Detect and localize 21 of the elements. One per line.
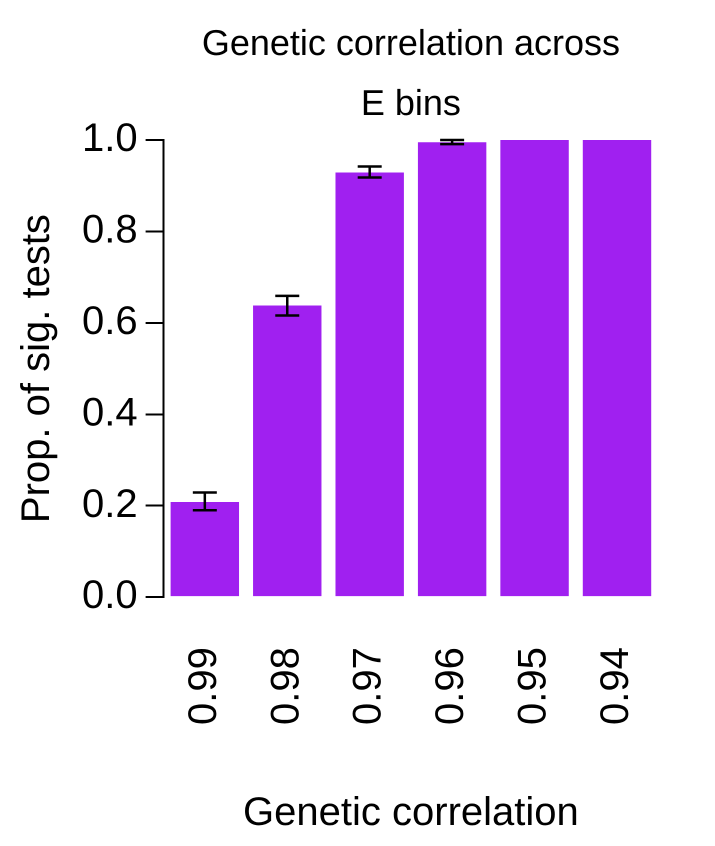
bar (335, 172, 404, 596)
chart-title: Genetic correlation across E bins (202, 22, 620, 123)
y-tick-label: 0.8 (82, 207, 138, 252)
y-tick-label: 0.2 (82, 482, 138, 526)
x-tick-label: 0.98 (263, 647, 308, 726)
x-tick-label: 0.95 (510, 647, 555, 726)
y-tick-label: 1.0 (82, 116, 138, 160)
x-tick-label: 0.97 (346, 647, 390, 726)
x-tick-label: 0.96 (428, 647, 472, 726)
bar (582, 140, 652, 596)
y-tick-label: 0.4 (82, 390, 138, 434)
y-tick-label: 0.6 (82, 298, 138, 343)
x-axis-title: Genetic correlation (243, 790, 579, 834)
bar (253, 305, 322, 596)
bar (170, 502, 240, 596)
y-tick-label: 0.0 (82, 573, 138, 618)
x-tick-label: 0.99 (180, 647, 225, 726)
bar (500, 140, 569, 596)
bar (418, 142, 486, 596)
y-axis-title: Prop. of sig. tests (14, 214, 58, 524)
x-tick-label: 0.94 (593, 647, 638, 726)
